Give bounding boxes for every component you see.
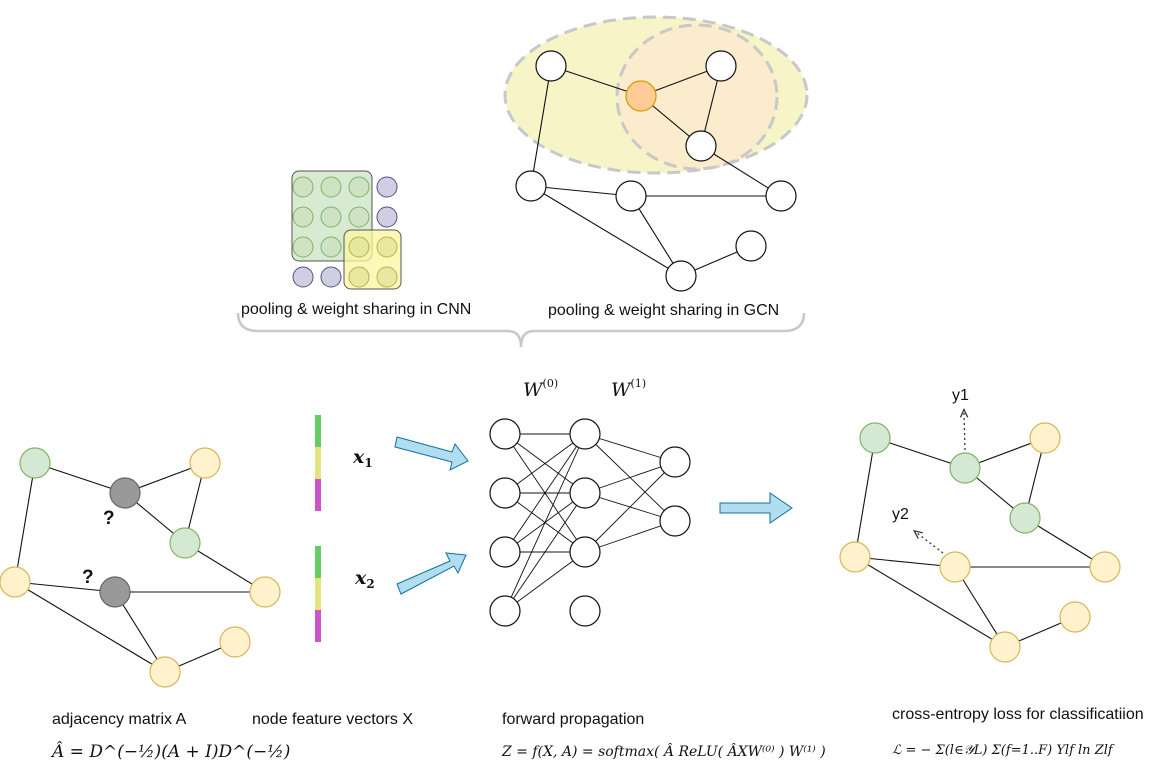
input-graph: ? ? — [0, 447, 281, 688]
cnn-pixels-yellow — [348, 236, 398, 288]
forward-caption: forward propagation — [502, 711, 644, 728]
loss-caption: cross-entropy loss for classificatiion — [892, 706, 1144, 723]
arrow-x1-to-network — [394, 436, 469, 471]
output-y2-arrow — [917, 533, 944, 554]
feature-x1-label: x1 — [352, 446, 373, 470]
output-y1-label: y1 — [952, 387, 969, 404]
feature-vectors: x1 x2 — [315, 415, 375, 642]
weight-w0-label: W(0) — [523, 377, 558, 401]
gcn-pooling-region-inner — [615, 23, 779, 171]
arrow-x2-to-network — [396, 552, 467, 595]
gcn-nodes — [515, 50, 797, 292]
arrow-network-to-output — [719, 492, 793, 524]
unknown-label-mark-2: ? — [82, 567, 94, 588]
cnn-pooling-panel: pooling & weight sharing in CNN — [241, 170, 471, 318]
input-graph-nodes — [0, 447, 281, 688]
feature-x2-label: x2 — [354, 567, 375, 591]
features-caption: node feature vectors X — [252, 711, 413, 728]
cnn-caption: pooling & weight sharing in CNN — [241, 301, 471, 318]
cnn-pixels-purple — [292, 176, 398, 288]
unknown-label-mark-1: ? — [103, 508, 115, 529]
gcn-pooling-panel: pooling & weight sharing in GCN — [503, 15, 809, 319]
input-arrows — [394, 436, 793, 595]
weight-w1-label: W(1) — [611, 377, 646, 401]
output-y2-label: y2 — [892, 506, 909, 523]
propagation-formula: Z = f(X, A) = softmax( Â ReLU( ÂXW⁽⁰⁾ ) … — [501, 742, 826, 760]
output-graph-nodes — [839, 422, 1121, 663]
gcn-caption: pooling & weight sharing in GCN — [548, 302, 779, 319]
loss-formula: ℒ = − Σ(l∈𝒴L) Σ(f=1..F) Ylf ln Zlf — [892, 743, 1115, 758]
adjacency-caption: adjacency matrix A — [52, 711, 187, 728]
adjacency-formula: Â = D^(−½)(A + I)D^(−½) — [50, 741, 290, 762]
feature-vector-1 — [315, 415, 321, 511]
feature-vector-2 — [315, 546, 321, 642]
neural-network: W(0) W(1) — [489, 377, 691, 627]
network-connections — [504, 433, 676, 612]
network-neurons — [489, 418, 691, 627]
output-graph: y1 y2 — [839, 387, 1121, 663]
output-y1-arrow — [964, 413, 965, 451]
grouping-brace — [236, 312, 806, 348]
cnn-pixel-grid — [292, 176, 370, 258]
